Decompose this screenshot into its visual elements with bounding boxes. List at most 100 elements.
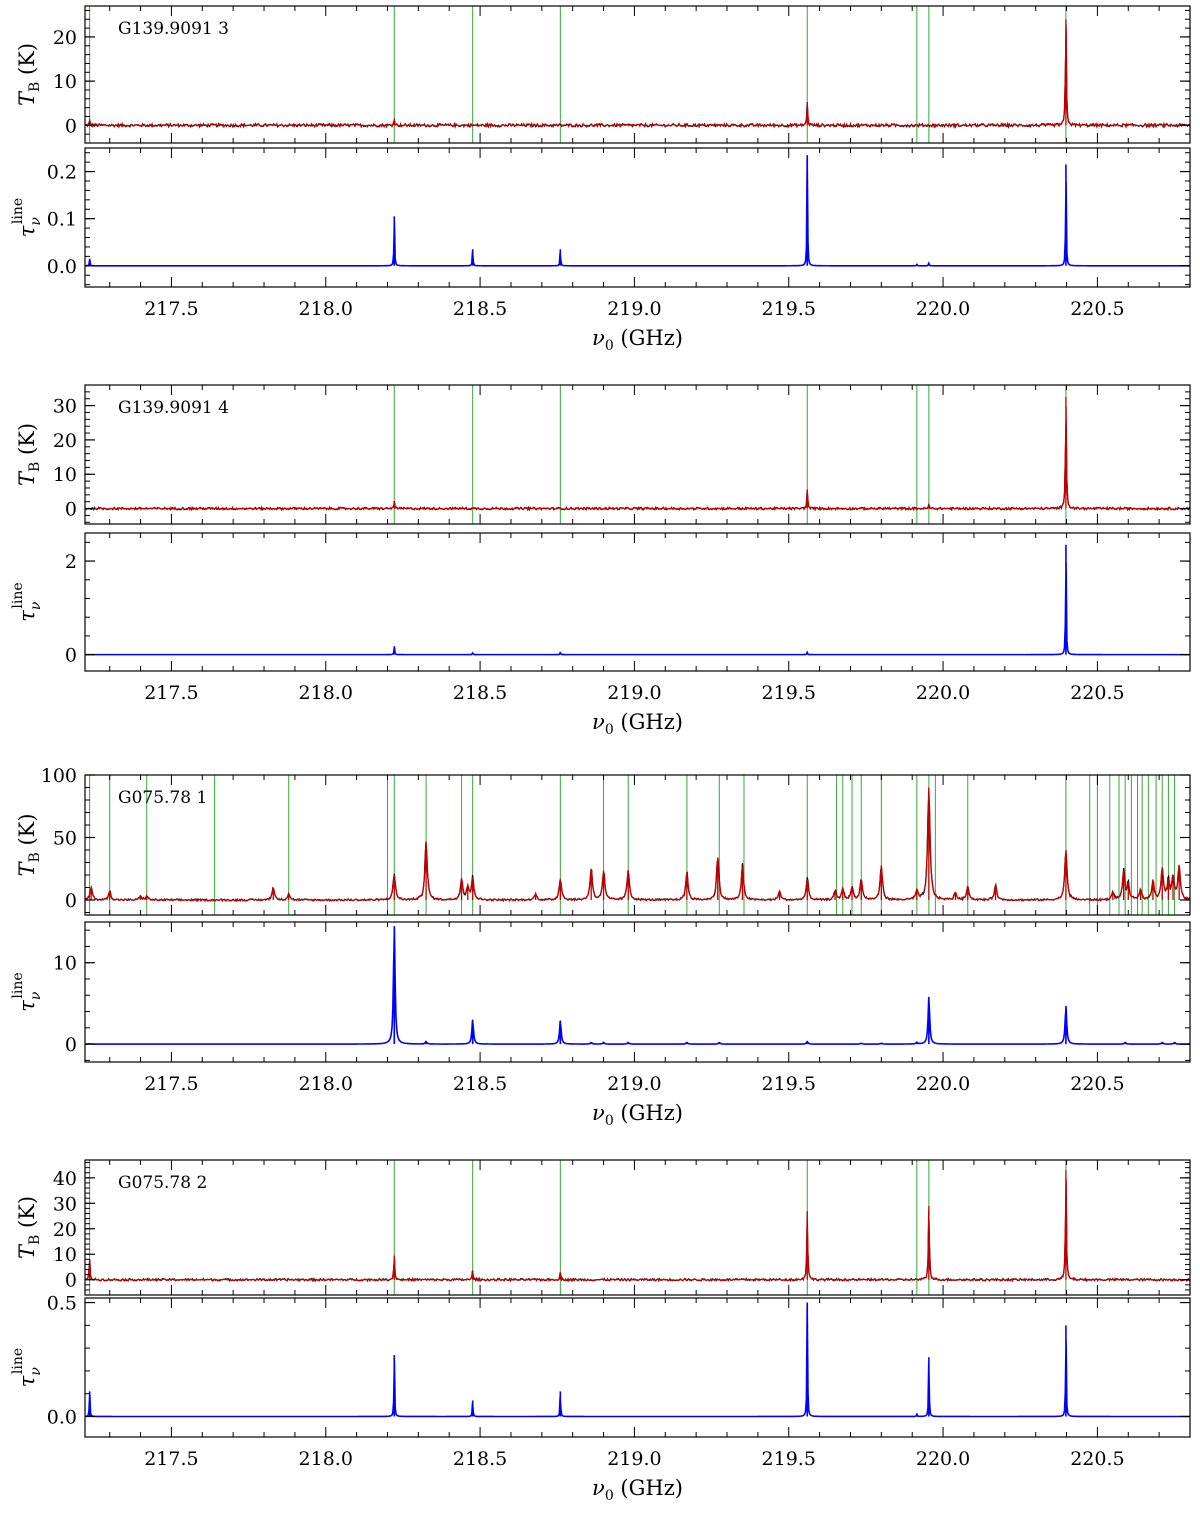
x-tick-label: 218.0 xyxy=(299,682,353,704)
y-axis-label: TB (K) xyxy=(15,423,43,486)
x-tick-label: 220.5 xyxy=(1070,1073,1124,1095)
y-tick-label: 20 xyxy=(53,1219,77,1241)
panel-top: 0 10 20 30 TB (K) G139.9091 4 xyxy=(15,384,1191,525)
panel-top: 0 10 20 TB (K) G139.9091 3 xyxy=(15,5,1191,144)
chart-1: 0 10 20 TB (K) G139.9091 3 0.0 0.1 0.2 217.5 218.… xyxy=(10,5,1191,354)
series-tau xyxy=(85,1302,1190,1418)
series-observed xyxy=(85,797,1190,903)
x-axis-label: ν0 (GHz) xyxy=(592,710,683,738)
series-observed xyxy=(85,420,1190,512)
x-tick-label: 218.5 xyxy=(453,1448,507,1470)
series-model xyxy=(85,397,1190,511)
plot-area xyxy=(85,1302,1190,1418)
y-tick-label: 0 xyxy=(65,645,77,667)
panel-bottom: 0.0 0.1 0.2 217.5 218.0 218.5 219.0 219.5 220.0 2… xyxy=(10,147,1191,354)
x-axis-label: ν0 (GHz) xyxy=(592,1101,683,1129)
series-model xyxy=(85,19,1190,128)
y-tick-label: 30 xyxy=(53,396,77,418)
y-tick-label: 0.5 xyxy=(47,1293,77,1315)
x-tick-label: 220.0 xyxy=(916,1448,970,1470)
plot-area xyxy=(85,6,1190,143)
x-axis-label: ν0 (GHz) xyxy=(592,1476,683,1504)
axes-frame xyxy=(84,774,1191,916)
panel-top: 0 10 20 30 40 TB (K) G075.78 2 xyxy=(15,1159,1191,1296)
x-tick-label: 218.5 xyxy=(453,682,507,704)
y-tick-label: 40 xyxy=(53,1168,77,1190)
y-tick-label: 20 xyxy=(53,27,77,49)
x-tick-label: 219.0 xyxy=(607,682,661,704)
plot-area xyxy=(85,775,1190,915)
y-tick-label: 100 xyxy=(41,765,77,787)
source-label: G139.9091 3 xyxy=(118,19,229,39)
y-tick-label: 30 xyxy=(53,1193,77,1215)
chart-4: 0 10 20 30 40 TB (K) G075.78 2 0.0 0.5 217.5 218.0… xyxy=(10,1159,1191,1504)
y-axis-label: TB (K) xyxy=(15,43,43,106)
x-tick-label: 220.0 xyxy=(916,682,970,704)
y-tick-label: 10 xyxy=(53,464,77,486)
x-tick-label: 219.5 xyxy=(762,298,816,320)
axes-frame xyxy=(84,1159,1191,1296)
axes-frame xyxy=(84,532,1191,672)
y-tick-label: 10 xyxy=(53,1244,77,1266)
y-tick-label: 0 xyxy=(65,115,77,137)
series-tau xyxy=(85,544,1190,656)
x-tick-label: 217.5 xyxy=(144,1073,198,1095)
x-tick-label: 218.0 xyxy=(299,298,353,320)
axes-frame xyxy=(84,921,1191,1063)
y-tick-label: 0 xyxy=(65,1270,77,1292)
x-tick-label: 219.5 xyxy=(762,1073,816,1095)
y-axis-label: τνline xyxy=(10,198,44,237)
panel-bottom: 0 2 217.5 218.0 218.5 219.0 219.5 220.0 220.5 ν0 … xyxy=(10,532,1191,738)
panel-bottom: 0 10 217.5 218.0 218.5 219.0 219.5 220.0 220.5 ν0… xyxy=(10,921,1191,1129)
y-tick-label: 2 xyxy=(65,551,77,573)
x-tick-label: 218.5 xyxy=(453,298,507,320)
y-tick-label: 20 xyxy=(53,430,77,452)
y-axis-label: TB (K) xyxy=(15,813,43,876)
y-axis-label: TB (K) xyxy=(15,1196,43,1259)
plot-area xyxy=(85,544,1190,656)
plot-area xyxy=(85,155,1190,267)
x-tick-label: 219.5 xyxy=(762,1448,816,1470)
y-tick-label: 0.2 xyxy=(47,162,77,184)
x-tick-label: 218.5 xyxy=(453,1073,507,1095)
y-tick-label: 0 xyxy=(65,890,77,912)
x-tick-label: 217.5 xyxy=(144,1448,198,1470)
x-tick-label: 219.0 xyxy=(607,1448,661,1470)
x-tick-label: 218.0 xyxy=(299,1448,353,1470)
x-tick-label: 220.5 xyxy=(1070,1448,1124,1470)
series-tau xyxy=(85,926,1190,1045)
plot-area xyxy=(85,926,1190,1045)
y-tick-label: 0.0 xyxy=(47,1406,77,1428)
y-tick-label: 0 xyxy=(65,499,77,521)
plot-area xyxy=(85,385,1190,524)
x-tick-label: 219.0 xyxy=(607,298,661,320)
x-tick-label: 217.5 xyxy=(144,682,198,704)
chart-2: 0 10 20 30 TB (K) G139.9091 4 0 2 217.5 218.0 218.… xyxy=(10,384,1191,738)
series-observed xyxy=(85,24,1190,130)
x-tick-label: 220.0 xyxy=(916,298,970,320)
source-label: G075.78 2 xyxy=(118,1173,207,1193)
y-tick-label: 0 xyxy=(65,1034,77,1056)
axes-frame xyxy=(84,1297,1191,1438)
x-axis-label: ν0 (GHz) xyxy=(592,326,683,354)
y-tick-label: 50 xyxy=(53,828,77,850)
x-tick-label: 220.0 xyxy=(916,1073,970,1095)
y-axis-label: τνline xyxy=(10,1348,44,1387)
x-tick-label: 219.0 xyxy=(607,1073,661,1095)
panel-top: 0 50 100 TB (K) G075.78 1 xyxy=(15,765,1191,916)
x-tick-label: 219.5 xyxy=(762,682,816,704)
y-tick-label: 10 xyxy=(53,953,77,975)
source-label: G139.9091 4 xyxy=(118,398,229,418)
x-tick-label: 220.5 xyxy=(1070,298,1124,320)
x-tick-label: 220.5 xyxy=(1070,682,1124,704)
x-tick-label: 217.5 xyxy=(144,298,198,320)
y-tick-label: 10 xyxy=(53,71,77,93)
chart-3: 0 50 100 TB (K) G075.78 1 0 10 217.5 218.0 218.5 2… xyxy=(10,765,1191,1129)
axes-frame xyxy=(84,384,1191,525)
y-tick-label: 0.0 xyxy=(47,256,77,278)
plot-area xyxy=(85,1160,1190,1295)
y-axis-label: τνline xyxy=(10,972,44,1011)
axes-frame xyxy=(84,5,1191,144)
series-model xyxy=(85,787,1190,902)
